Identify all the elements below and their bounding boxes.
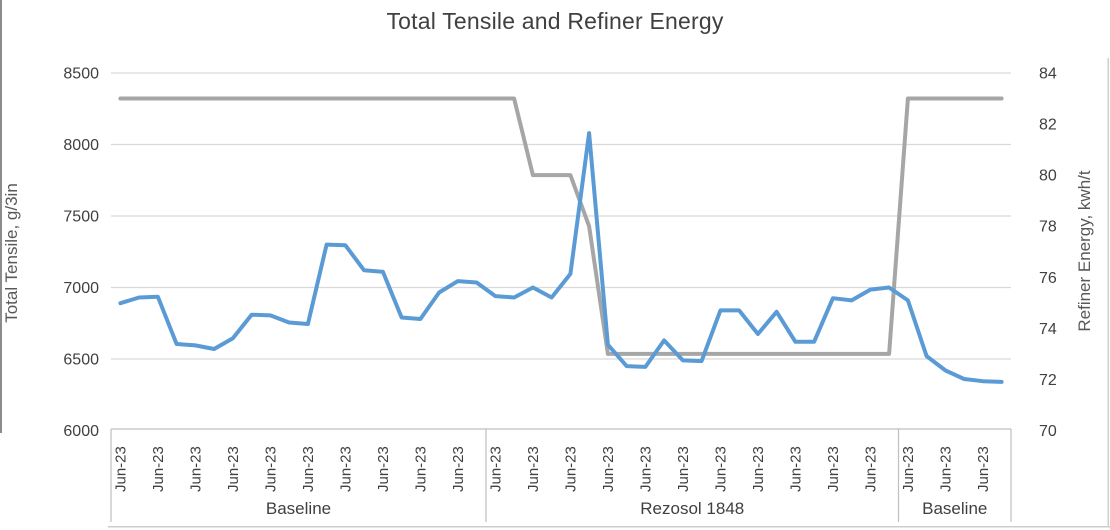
x-tick-label: Jun-23 [300,446,317,492]
x-tick-label: Jun-23 [637,446,654,492]
x-tick-label: Jun-23 [787,446,804,492]
x-tick-label: Jun-23 [450,446,467,492]
right-tick-label: 70 [1039,423,1057,440]
chart-title: Total Tensile and Refiner Energy [386,8,724,34]
x-tick-label: Jun-23 [675,446,692,492]
x-tick-label: Jun-23 [337,446,354,492]
right-tick-label: 80 [1039,168,1057,185]
x-tick-label: Jun-23 [750,446,767,492]
x-tick-label: Jun-23 [412,446,429,492]
x-group-label: Baseline [266,499,331,518]
window-edge-left [0,0,2,433]
x-tick-label: Jun-23 [525,446,542,492]
x-tick-label: Jun-23 [487,446,504,492]
x-tick-label: Jun-23 [862,446,879,492]
left-tick-label: 8500 [63,66,99,83]
right-tick-label: 82 [1039,117,1057,134]
x-tick-label: Jun-23 [375,446,392,492]
left-tick-label: 6000 [63,423,99,440]
x-group-label: Rezosol 1848 [640,499,744,518]
x-tick-label: Jun-23 [600,446,617,492]
right-tick-label: 76 [1039,270,1057,287]
x-tick-label: Jun-23 [562,446,579,492]
x-tick-label: Jun-23 [975,446,992,492]
right-tick-label: 78 [1039,219,1057,236]
x-tick-label: Jun-23 [112,446,129,492]
x-tick-label: Jun-23 [825,446,842,492]
window-edge-right [1107,58,1109,527]
x-tick-label: Jun-23 [262,446,279,492]
x-tick-label: Jun-23 [900,446,917,492]
left-tick-label: 7500 [63,209,99,226]
x-tick-label: Jun-23 [150,446,167,492]
left-tick-label: 8000 [63,137,99,154]
x-group-label: Baseline [922,499,987,518]
x-tick-label: Jun-23 [937,446,954,492]
left-tick-label: 6500 [63,352,99,369]
series-line-refiner-energy [118,96,1004,356]
right-tick-label: 74 [1039,321,1057,338]
series-line-total-tensile [118,131,1004,384]
window-edge-bottom [108,526,1110,528]
right-tick-label: 84 [1039,66,1057,83]
right-tick-label: 72 [1039,372,1057,389]
x-tick-label: Jun-23 [225,446,242,492]
left-tick-label: 7000 [63,280,99,297]
x-tick-label: Jun-23 [187,446,204,492]
x-tick-label: Jun-23 [712,446,729,492]
